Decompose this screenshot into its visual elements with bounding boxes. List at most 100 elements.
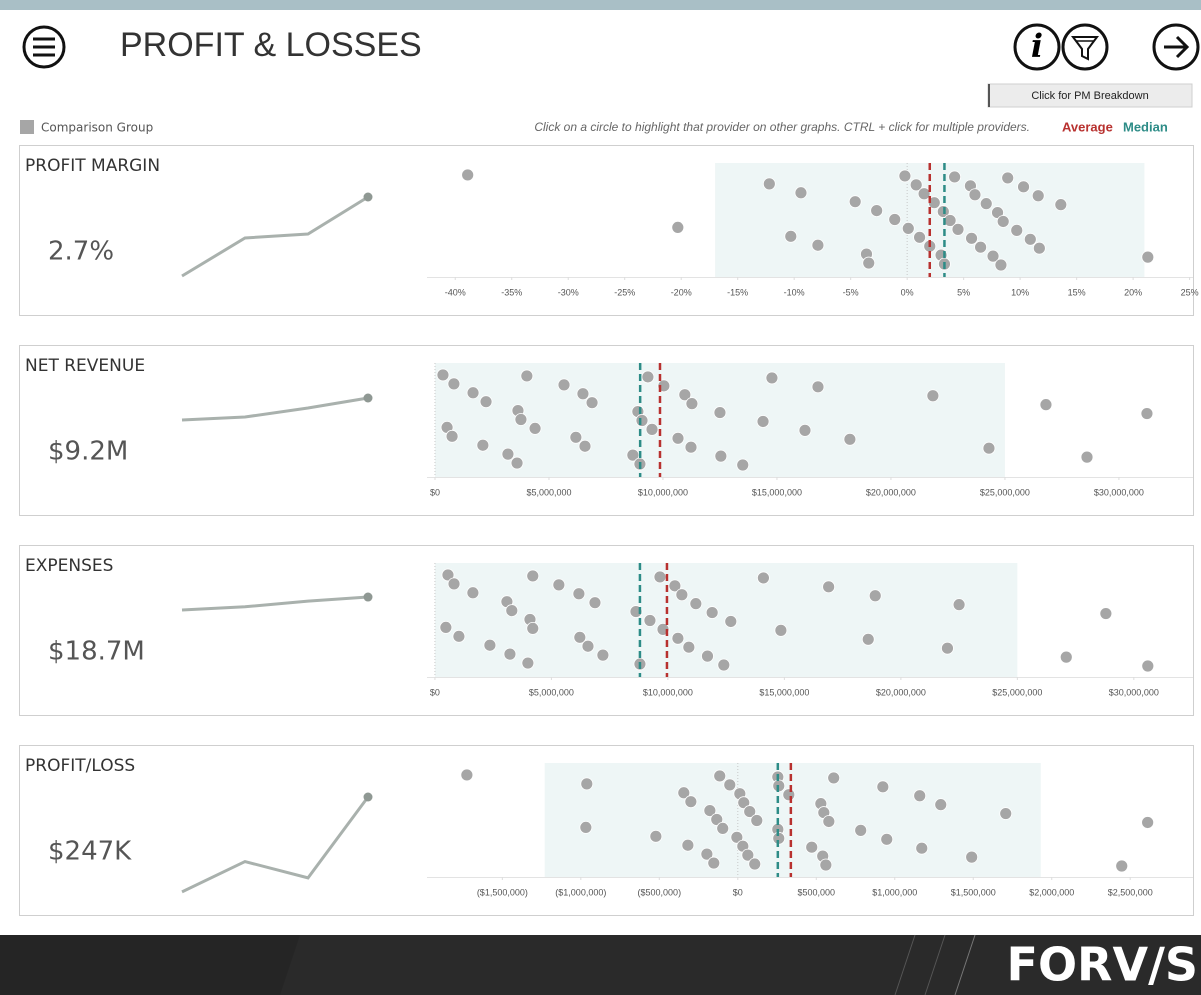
provider-dot[interactable]	[596, 648, 610, 662]
provider-dot[interactable]	[736, 458, 750, 472]
provider-dot[interactable]	[581, 639, 595, 653]
provider-dot[interactable]	[684, 795, 698, 809]
provider-dot[interactable]	[684, 440, 698, 454]
provider-dot[interactable]	[730, 830, 744, 844]
provider-dot[interactable]	[765, 371, 779, 385]
provider-dot[interactable]	[898, 169, 912, 183]
provider-dot[interactable]	[927, 196, 941, 210]
provider-dot[interactable]	[880, 832, 894, 846]
provider-dot[interactable]	[685, 397, 699, 411]
provider-dot[interactable]	[503, 647, 517, 661]
provider-dot[interactable]	[1080, 450, 1094, 464]
provider-dot[interactable]	[701, 649, 714, 663]
provider-dot[interactable]	[703, 804, 717, 817]
provider-dot[interactable]	[876, 780, 890, 794]
provider-dot[interactable]	[635, 414, 649, 427]
provider-dot[interactable]	[520, 369, 534, 383]
provider-dot[interactable]	[757, 571, 770, 585]
provider-dot[interactable]	[862, 256, 876, 270]
provider-dot[interactable]	[466, 586, 480, 600]
provider-dot[interactable]	[1054, 198, 1068, 212]
provider-dot[interactable]	[934, 798, 948, 812]
provider-dot[interactable]	[714, 449, 728, 463]
provider-dot[interactable]	[741, 848, 755, 862]
provider-dot[interactable]	[861, 632, 875, 646]
provider-dot[interactable]	[716, 822, 730, 835]
provider-dot[interactable]	[1140, 407, 1154, 420]
provider-dot[interactable]	[675, 588, 689, 602]
menu-button[interactable]	[22, 25, 66, 69]
provider-dot[interactable]	[578, 439, 592, 453]
provider-dot[interactable]	[717, 658, 731, 672]
provider-dot[interactable]	[737, 796, 751, 810]
provider-dot[interactable]	[1017, 180, 1030, 194]
provider-dot[interactable]	[677, 786, 691, 800]
provider-dot[interactable]	[968, 188, 982, 202]
provider-dot[interactable]	[476, 438, 490, 452]
provider-dot[interactable]	[649, 829, 663, 843]
provider-dot[interactable]	[579, 821, 593, 834]
provider-dot[interactable]	[996, 215, 1010, 228]
provider-dot[interactable]	[521, 656, 535, 670]
provider-dot[interactable]	[948, 170, 962, 184]
provider-dot[interactable]	[827, 771, 841, 785]
provider-dot[interactable]	[986, 249, 1000, 263]
provider-dot[interactable]	[999, 807, 1013, 820]
provider-dot[interactable]	[501, 447, 515, 461]
provider-dot[interactable]	[483, 638, 497, 652]
provider-dot[interactable]	[682, 640, 696, 654]
provider-dot[interactable]	[868, 589, 882, 603]
provider-dot[interactable]	[1001, 171, 1015, 185]
provider-dot[interactable]	[822, 815, 836, 828]
provider-dot[interactable]	[514, 413, 528, 426]
provider-dot[interactable]	[1023, 232, 1037, 246]
provider-dot[interactable]	[1099, 607, 1113, 620]
provider-dot[interactable]	[819, 858, 833, 872]
provider-dot[interactable]	[447, 377, 461, 391]
provider-dot[interactable]	[1141, 659, 1155, 673]
provider-dot[interactable]	[913, 230, 926, 244]
provider-dot[interactable]	[1059, 650, 1073, 664]
provider-dot[interactable]	[784, 229, 798, 243]
provider-dot[interactable]	[965, 231, 978, 245]
provider-dot[interactable]	[951, 222, 965, 236]
provider-dot[interactable]	[979, 197, 993, 211]
provider-dot[interactable]	[447, 577, 461, 591]
provider-dot[interactable]	[681, 838, 695, 852]
provider-dot[interactable]	[626, 448, 640, 462]
provider-dot[interactable]	[671, 631, 685, 645]
provider-dot[interactable]	[1032, 241, 1046, 255]
provider-dot[interactable]	[822, 580, 836, 594]
provider-dot[interactable]	[678, 388, 692, 402]
provider-dot[interactable]	[573, 630, 587, 644]
provider-dot[interactable]	[436, 368, 450, 382]
provider-dot[interactable]	[572, 587, 586, 601]
provider-dot[interactable]	[723, 778, 737, 792]
provider-dot[interactable]	[585, 396, 599, 410]
provider-dot[interactable]	[710, 813, 724, 826]
provider-dot[interactable]	[460, 768, 474, 782]
info-button[interactable]: i	[1013, 23, 1061, 71]
provider-dot[interactable]	[461, 168, 475, 182]
provider-dot[interactable]	[811, 238, 825, 252]
provider-dot[interactable]	[668, 579, 682, 593]
provider-dot[interactable]	[917, 187, 931, 201]
provider-dot[interactable]	[588, 596, 602, 610]
provider-dot[interactable]	[913, 789, 927, 803]
provider-dot[interactable]	[705, 606, 719, 619]
provider-dot[interactable]	[552, 578, 566, 592]
provider-dot[interactable]	[994, 258, 1008, 272]
provider-dot[interactable]	[526, 569, 540, 583]
provider-dot[interactable]	[782, 788, 796, 802]
provider-dot[interactable]	[1031, 189, 1045, 203]
provider-dot[interactable]	[671, 221, 685, 234]
provider-dot[interactable]	[750, 814, 764, 827]
provider-dot[interactable]	[479, 395, 493, 409]
next-button[interactable]	[1152, 23, 1200, 71]
provider-dot[interactable]	[909, 178, 923, 192]
provider-dot[interactable]	[439, 621, 453, 634]
provider-dot[interactable]	[505, 604, 519, 617]
provider-dot[interactable]	[452, 629, 466, 643]
provider-dot[interactable]	[805, 840, 819, 854]
provider-dot[interactable]	[1141, 816, 1155, 829]
